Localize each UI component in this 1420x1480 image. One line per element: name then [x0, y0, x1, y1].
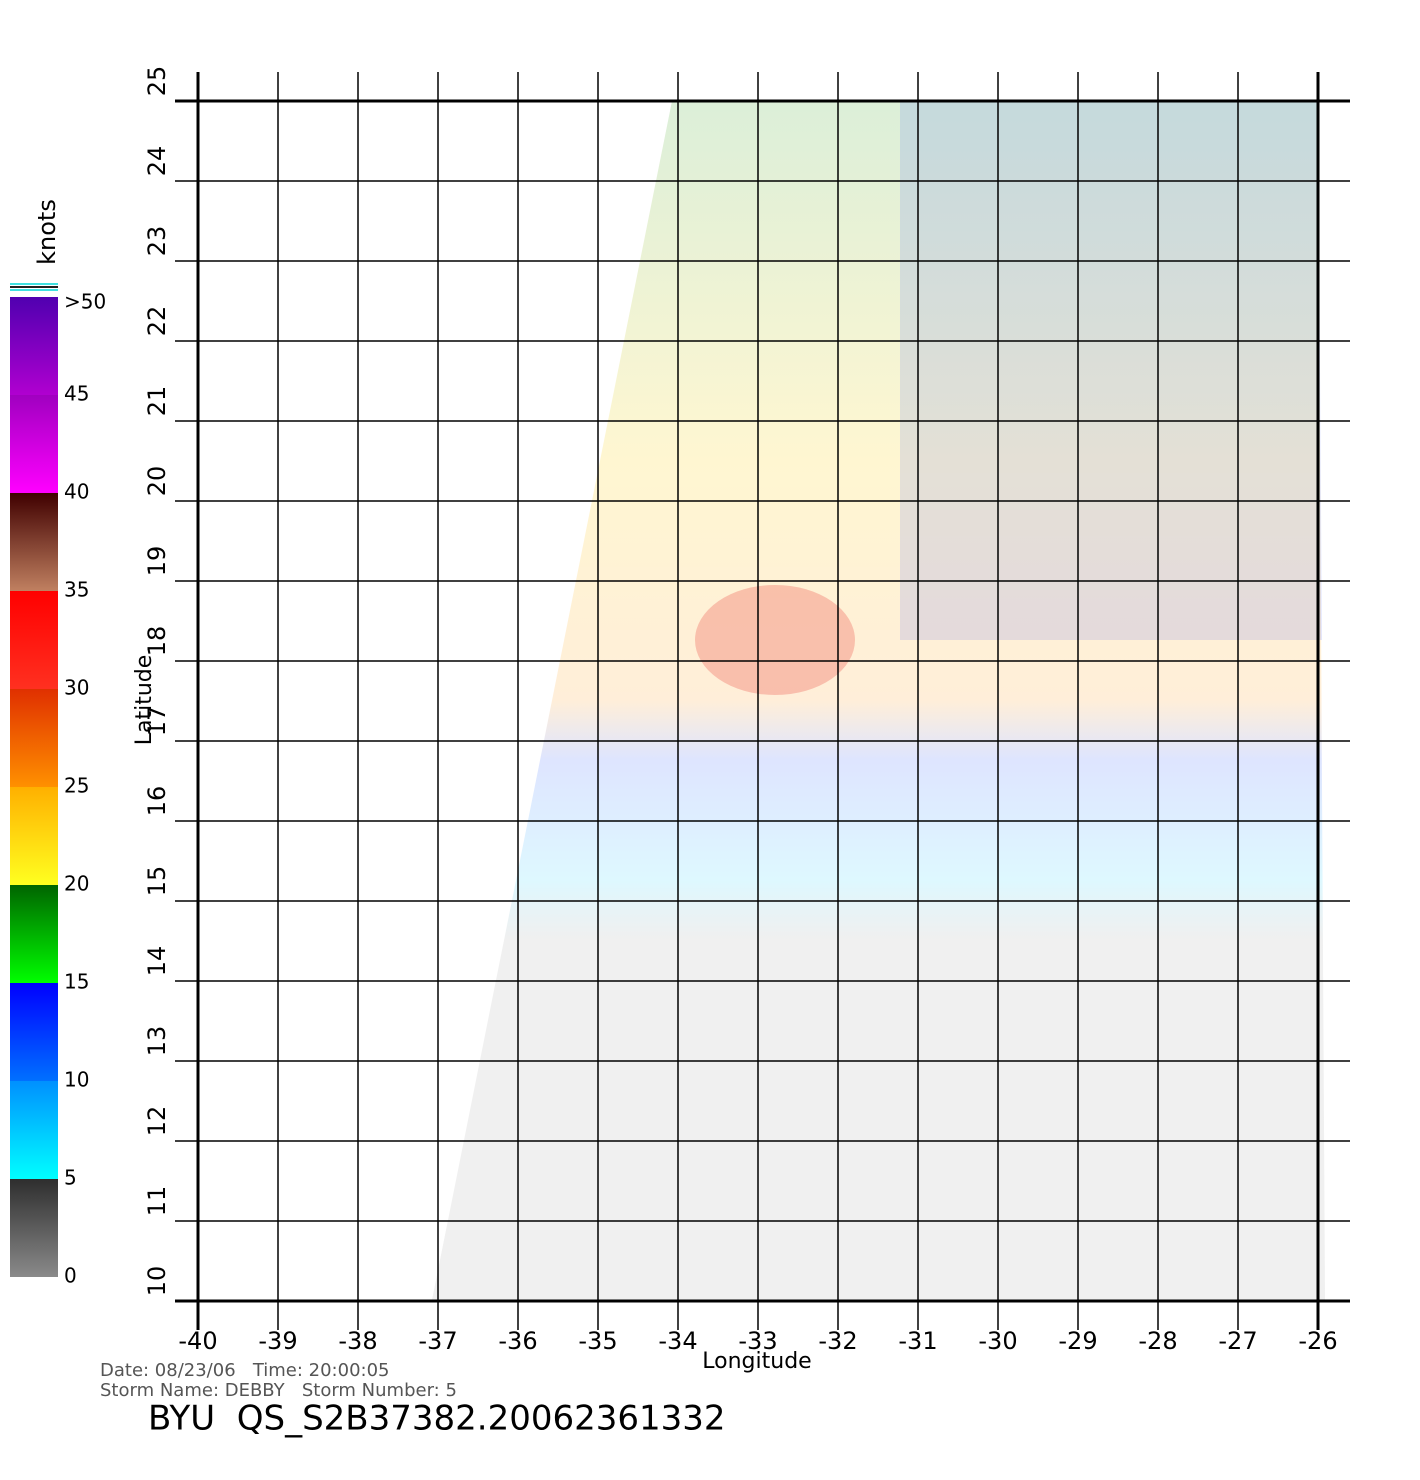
colorbar-segment: [10, 1081, 58, 1179]
y-tick-label: 23: [143, 226, 171, 257]
storm-core: [695, 585, 855, 695]
x-tick-label: -33: [738, 1327, 777, 1355]
colorbar-tick-label: >50: [64, 290, 106, 314]
colorbar-segment: [10, 689, 58, 787]
colorbar-tick-label: 25: [64, 774, 89, 798]
x-axis-label: Longitude: [702, 1349, 811, 1374]
colorbar-tick-label: 20: [64, 872, 89, 896]
x-tick-label: -32: [818, 1327, 857, 1355]
x-tick-label: -40: [178, 1327, 217, 1355]
colorbar-segment: [10, 885, 58, 983]
x-tick-label: -28: [1138, 1327, 1177, 1355]
colorbar-tick-label: 5: [64, 1166, 77, 1190]
y-axis-label: Latitude: [132, 655, 157, 746]
x-tick-label: -26: [1298, 1327, 1337, 1355]
y-tick-label: 16: [143, 786, 171, 817]
y-tick-label: 17: [143, 706, 171, 737]
y-tick-label: 11: [143, 1186, 171, 1217]
x-tick-label: -30: [978, 1327, 1017, 1355]
colorbar-title: knots: [33, 199, 61, 265]
file-id: BYU QS_S2B37382.20062361332: [148, 1399, 726, 1439]
colorbar-tick-label: 45: [64, 382, 89, 406]
y-tick-label: 18: [143, 626, 171, 657]
colorbar-segment: [10, 395, 58, 493]
y-tick-label: 20: [143, 466, 171, 497]
x-tick-label: -35: [578, 1327, 617, 1355]
colorbar-segment: [10, 591, 58, 689]
x-tick-label: -36: [498, 1327, 537, 1355]
x-tick-label: -39: [258, 1327, 297, 1355]
y-tick-label: 15: [143, 866, 171, 897]
y-tick-label: 21: [143, 386, 171, 417]
x-tick-label: -38: [338, 1327, 377, 1355]
storm-line: Storm Name: DEBBY Storm Number: 5: [100, 1380, 457, 1401]
y-tick-label: 13: [143, 1026, 171, 1057]
swath-zone: [900, 101, 1322, 640]
y-tick-label: 12: [143, 1106, 171, 1137]
x-tick-label: -31: [898, 1327, 937, 1355]
swath-area: [432, 101, 1325, 1300]
y-tick-label: 24: [143, 146, 171, 177]
colorbar-cap: [10, 283, 58, 285]
colorbar-segment: [10, 1179, 58, 1277]
colorbar-tick-label: 0: [64, 1264, 77, 1288]
colorbar-cap: [10, 289, 58, 291]
y-tick-label: 19: [143, 546, 171, 577]
x-tick-label: -37: [418, 1327, 457, 1355]
y-tick-label: 14: [143, 946, 171, 977]
swath: [432, 101, 1325, 1300]
x-tick-label: -27: [1218, 1327, 1257, 1355]
colorbar-segment: [10, 983, 58, 1081]
colorbar-cap: [10, 286, 58, 288]
x-tick-label: -34: [658, 1327, 697, 1355]
colorbar-tick-label: 35: [64, 578, 89, 602]
y-tick-label: 25: [143, 66, 171, 97]
x-tick-label: -29: [1058, 1327, 1097, 1355]
y-tick-label: 10: [143, 1266, 171, 1297]
colorbar-segment: [10, 297, 58, 395]
colorbar-segment: [10, 493, 58, 591]
date-line: Date: 08/23/06 Time: 20:00:05: [100, 1360, 390, 1381]
colorbar-tick-label: 10: [64, 1068, 89, 1092]
colorbar-tick-label: 40: [64, 480, 89, 504]
colorbar-segment: [10, 787, 58, 885]
colorbar-tick-label: 15: [64, 970, 89, 994]
colorbar-tick-label: 30: [64, 676, 89, 700]
y-tick-label: 22: [143, 306, 171, 337]
